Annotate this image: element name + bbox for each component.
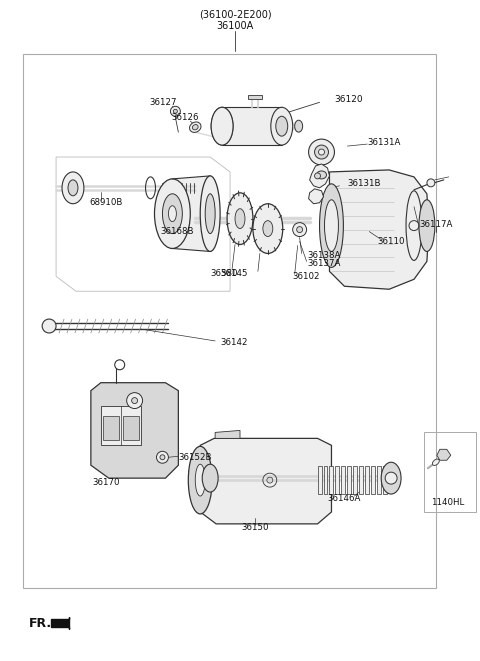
Ellipse shape [155,179,190,249]
Text: 36152B: 36152B [179,453,212,462]
Ellipse shape [62,172,84,204]
Bar [377,466,381,494]
Polygon shape [310,164,329,188]
Bar [383,466,387,494]
Text: 36580: 36580 [210,269,238,278]
Ellipse shape [235,209,245,229]
Text: (36100-2E200): (36100-2E200) [199,10,271,20]
Text: 36110: 36110 [377,237,405,246]
Ellipse shape [295,120,302,132]
Text: 36168B: 36168B [160,227,194,236]
Ellipse shape [271,107,293,145]
Polygon shape [91,383,179,478]
Ellipse shape [253,204,283,253]
Text: 36137A: 36137A [308,259,341,268]
Bar [123,416,139,440]
Ellipse shape [276,116,288,136]
Bar [324,466,327,494]
Polygon shape [172,176,210,251]
Circle shape [385,472,397,484]
Ellipse shape [309,139,335,165]
Circle shape [170,106,180,116]
Ellipse shape [419,200,435,251]
Circle shape [127,393,143,408]
Text: 36150: 36150 [241,524,269,532]
Ellipse shape [324,200,338,251]
Ellipse shape [190,122,201,132]
Text: 36138A: 36138A [308,251,341,260]
Bar [341,466,346,494]
Polygon shape [222,107,282,145]
Bar [371,466,375,494]
Bar [360,466,363,494]
Text: 36126: 36126 [171,113,199,122]
Ellipse shape [168,206,176,221]
Text: 36142: 36142 [220,338,248,348]
Polygon shape [101,406,141,446]
Bar [329,466,334,494]
Text: 36146A: 36146A [328,494,361,502]
Ellipse shape [320,184,343,267]
Ellipse shape [211,107,233,145]
Circle shape [297,227,302,233]
Bar [348,466,351,494]
Bar [365,466,369,494]
Text: 36131B: 36131B [348,179,381,188]
Ellipse shape [263,221,273,237]
Polygon shape [215,430,240,438]
Bar [318,466,322,494]
FancyArrow shape [51,617,69,629]
Ellipse shape [68,180,78,196]
Circle shape [160,455,165,460]
Polygon shape [248,95,262,99]
Circle shape [293,223,307,237]
Circle shape [267,477,273,483]
Text: 36120: 36120 [335,95,363,104]
Ellipse shape [227,193,253,245]
Polygon shape [309,189,324,204]
Ellipse shape [202,464,218,492]
Ellipse shape [162,194,182,233]
Text: FR.: FR. [29,617,52,630]
Text: 36100A: 36100A [216,20,253,31]
Ellipse shape [211,107,233,145]
Polygon shape [329,170,429,290]
Ellipse shape [192,124,198,130]
Bar [424,432,476,512]
Polygon shape [200,438,332,524]
Circle shape [156,451,168,463]
Text: 36145: 36145 [220,269,248,278]
Text: 36127: 36127 [150,98,177,107]
Text: 36117A: 36117A [419,220,452,229]
Circle shape [132,398,138,404]
Text: 36170: 36170 [92,478,120,486]
Text: 1140HL: 1140HL [431,498,465,506]
Circle shape [314,173,321,179]
Bar [103,416,119,440]
Ellipse shape [188,446,212,514]
Ellipse shape [205,194,215,233]
Bar [353,466,357,494]
Ellipse shape [319,149,324,155]
Bar [336,466,339,494]
Ellipse shape [432,459,439,465]
Ellipse shape [314,145,328,159]
Text: 36131A: 36131A [367,137,401,147]
Text: 68910B: 68910B [89,198,122,208]
Polygon shape [437,449,451,460]
Circle shape [173,109,178,113]
Ellipse shape [195,464,205,496]
Bar [23,54,436,588]
Ellipse shape [406,191,422,260]
Circle shape [42,319,56,333]
Circle shape [427,179,435,187]
Text: 36102: 36102 [293,272,320,281]
Ellipse shape [381,462,401,494]
Ellipse shape [200,176,220,251]
Ellipse shape [316,171,326,179]
